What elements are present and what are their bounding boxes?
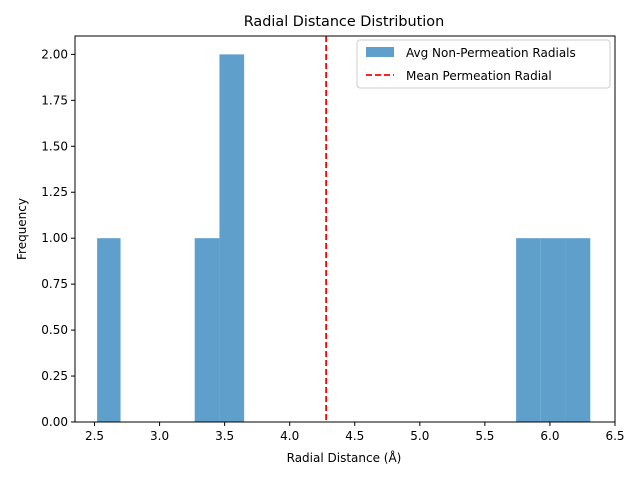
x-tick-label: 3.0 [150, 429, 169, 443]
x-tick-label: 4.0 [280, 429, 299, 443]
legend-label-histogram: Avg Non-Permeation Radials [406, 46, 576, 60]
histogram-bar-5 [219, 54, 245, 422]
x-tick-label: 6.0 [540, 429, 559, 443]
legend-label-mean-line: Mean Permeation Radial [406, 69, 552, 83]
histogram-bar-17 [516, 238, 541, 422]
y-tick-label: 1.50 [41, 139, 68, 153]
plot-area-frame [74, 35, 616, 423]
histogram-bar-18 [540, 238, 566, 422]
histogram-bar-19 [565, 238, 591, 422]
y-tick-label: 2.00 [41, 47, 68, 61]
x-tick-label: 3.5 [215, 429, 234, 443]
chart-title: Radial Distance Distribution [244, 14, 444, 30]
legend-swatch-bar [366, 47, 394, 57]
y-tick-label: 0.25 [41, 369, 68, 383]
axes-frame [74, 35, 616, 423]
x-axis-label: Radial Distance (Å) [287, 450, 402, 465]
x-tick-label: 4.5 [345, 429, 364, 443]
legend-box [356, 39, 611, 89]
histogram-bar-0 [97, 238, 121, 422]
x-tick-label: 2.5 [85, 429, 104, 443]
y-tick-label: 1.00 [41, 231, 68, 245]
x-tick-label: 6.5 [605, 429, 624, 443]
y-tick-label: 0.50 [41, 323, 68, 337]
y-axis-label: Frequency [15, 198, 29, 260]
x-tick-label: 5.0 [410, 429, 429, 443]
y-tick-label: 1.75 [41, 93, 68, 107]
x-axis-ticks: 2.5 3.0 3.5 4.0 4.5 5.0 5.5 6.0 6.5 [85, 422, 625, 443]
y-axis-ticks: 0.00 0.25 0.50 0.75 1.00 1.25 1.50 1.75 2.00 [41, 47, 75, 429]
y-tick-label: 0.75 [41, 277, 68, 291]
bars-layer [97, 54, 591, 422]
y-tick-label: 1.25 [41, 185, 68, 199]
legend: Avg Non-Permeation Radials Mean Permeati… [356, 39, 611, 89]
histogram-bar-4 [194, 238, 220, 422]
x-tick-label: 5.5 [475, 429, 494, 443]
y-tick-label: 0.00 [41, 415, 68, 429]
